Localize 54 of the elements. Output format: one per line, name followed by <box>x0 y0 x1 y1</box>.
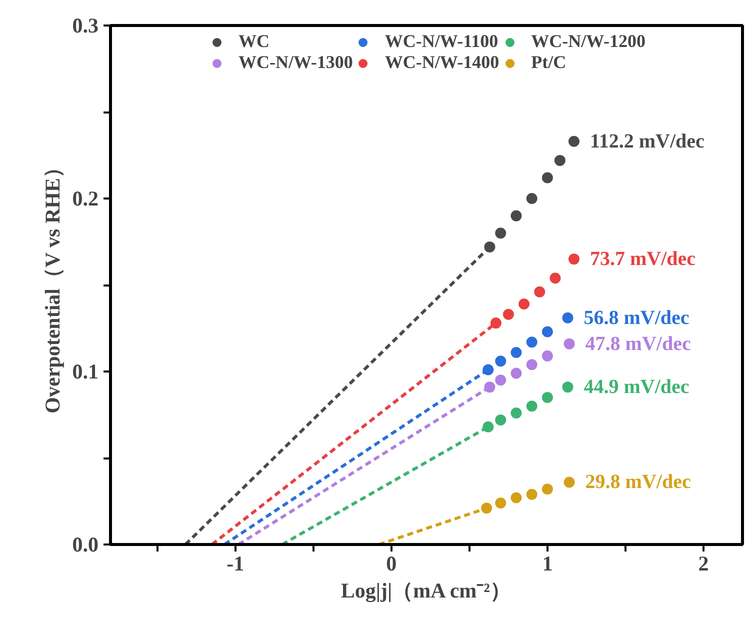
legend-label: WC-N/W-1100 <box>384 31 498 52</box>
point <box>526 400 538 412</box>
point <box>495 497 506 508</box>
point <box>526 488 538 500</box>
x-tick-label: 0 <box>386 552 397 576</box>
point <box>495 228 506 239</box>
point <box>564 476 575 488</box>
legend-label: WC <box>238 31 270 52</box>
point <box>526 336 538 348</box>
point <box>568 254 580 265</box>
point <box>510 210 522 222</box>
point <box>534 286 546 298</box>
y-tick-label: 0.1 <box>72 360 98 384</box>
y-tick-label: 0.0 <box>72 532 98 556</box>
point <box>495 356 506 367</box>
legend-label: WC-N/W-1300 <box>238 52 353 73</box>
point <box>510 368 522 379</box>
annotation: 56.8 mV/dec <box>584 306 690 329</box>
point <box>526 359 538 370</box>
annotation: 29.8 mV/dec <box>585 471 691 494</box>
point <box>542 172 553 184</box>
point <box>510 492 522 504</box>
point <box>554 154 566 166</box>
x-tick-label: 1 <box>542 552 553 576</box>
annotation: 73.7 mV/dec <box>590 248 696 270</box>
x-axis-title: Log|j|（mA cm⁻²） <box>340 578 511 602</box>
y-tick-label: 0.3 <box>72 14 98 38</box>
x-tick-label: -1 <box>226 552 244 576</box>
x-tick-label: 2 <box>698 552 709 576</box>
annotation: 44.9 mV/dec <box>584 376 690 398</box>
annotation: 47.8 mV/dec <box>585 332 691 355</box>
point <box>510 408 522 419</box>
legend-label: WC-N/W-1400 <box>384 52 500 73</box>
point <box>550 272 561 284</box>
y-axis-title: Overpotential（V vs RHE） <box>40 157 64 414</box>
point <box>564 338 575 350</box>
point <box>495 414 506 426</box>
point <box>542 350 553 362</box>
annotation: 112.2 mV/dec <box>590 130 705 152</box>
point <box>568 136 580 147</box>
point <box>542 326 553 338</box>
point <box>542 392 553 403</box>
point <box>490 318 502 329</box>
point <box>495 374 506 386</box>
point <box>526 193 538 204</box>
legend-label: WC-N/W-1200 <box>531 31 646 52</box>
point <box>518 298 530 310</box>
legend-label: Pt/C <box>531 52 566 73</box>
y-tick-label: 0.2 <box>72 186 98 210</box>
point <box>542 484 553 495</box>
point <box>510 346 522 358</box>
point <box>502 308 514 320</box>
point <box>562 312 574 324</box>
point <box>562 382 574 393</box>
